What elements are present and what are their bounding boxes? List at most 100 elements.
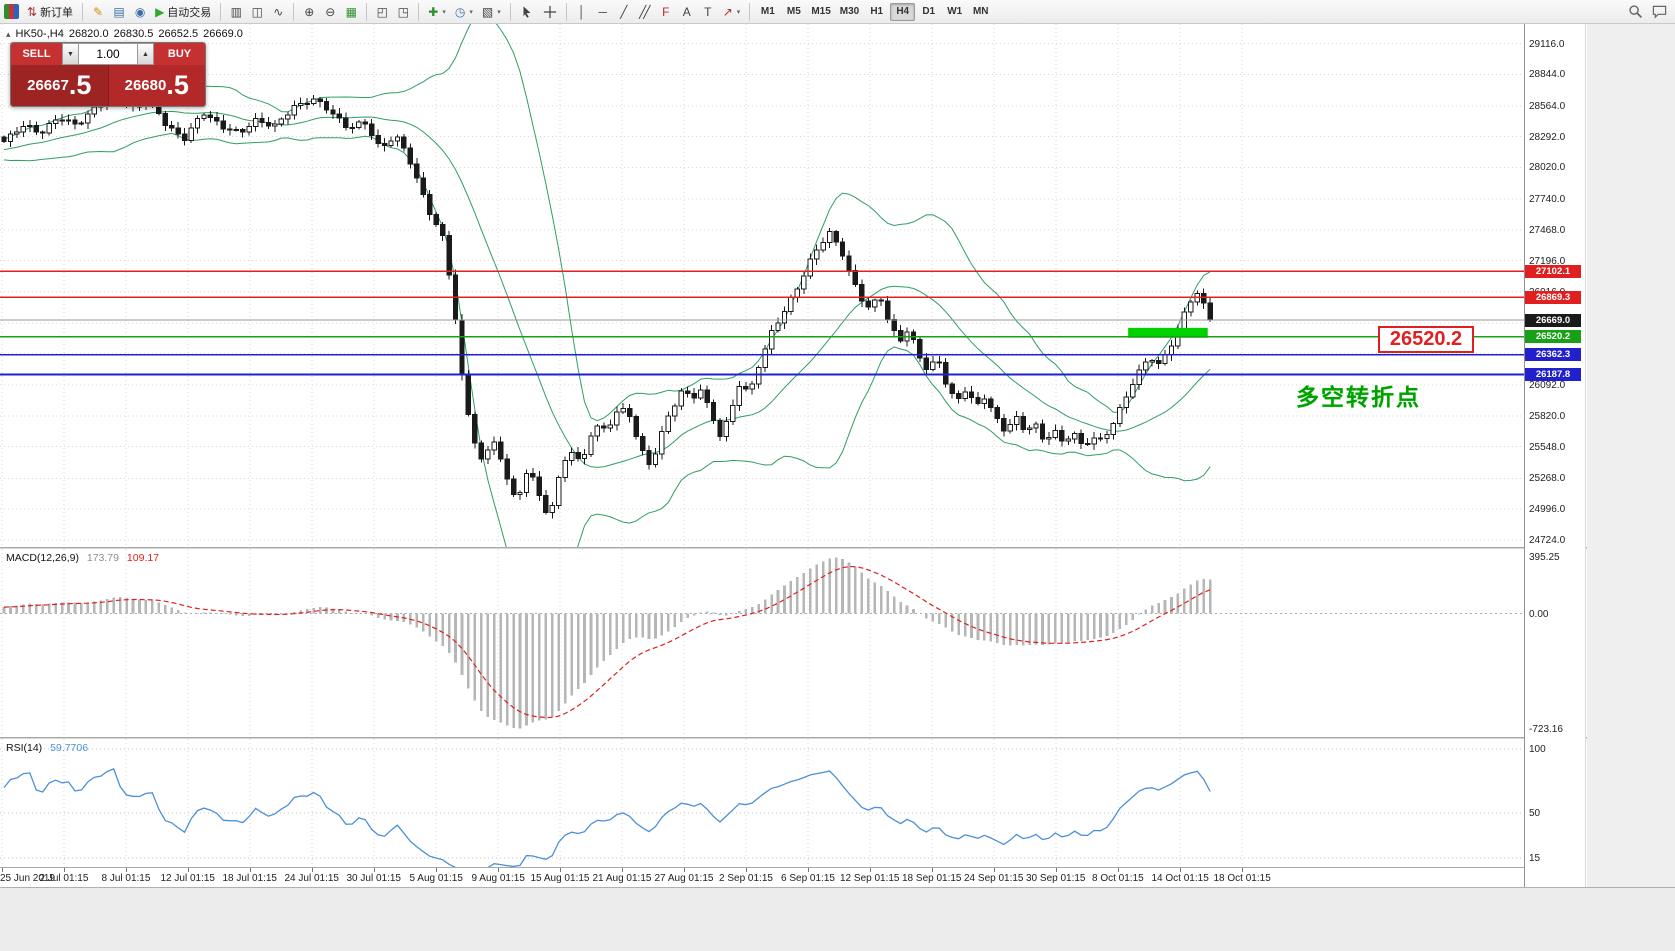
time-axis-tick [312,868,313,872]
search-icon-button[interactable] [1624,2,1647,22]
time-axis-label: 6 Sep 01:15 [781,873,835,884]
cursor-icon-button[interactable] [516,2,538,22]
price-axis-tick: 28292.0 [1529,131,1566,143]
buy-price[interactable]: 26680.5 [108,65,205,106]
time-axis-label: 8 Jul 01:15 [101,873,151,884]
timeframe-button-m5[interactable]: M5 [786,6,801,17]
line-chart-icon-button[interactable]: ∿ [268,2,288,22]
autotrading-button-label: 自动交易 [167,6,212,19]
green-highlight-rectangle[interactable] [1128,327,1208,338]
price-axis-column: 29116.0 28844.0 28564.0 28292.0 28020.0 27740… [1524,24,1675,887]
macd-histogram [2,557,1212,729]
sell-price[interactable]: 26667.5 [11,65,109,106]
collapse-chart-icon[interactable]: ▴ [6,29,11,39]
text-icon-icon: A [682,4,691,19]
timeframe-button-h4[interactable]: H4 [890,2,916,21]
time-axis[interactable]: 25 Jun 2019 2 Jul 01:15 8 Jul 01:15 12 Jul … [0,867,1524,887]
text-icon-button[interactable]: A [677,2,697,22]
macd-grid [0,549,1524,737]
status-footer [0,887,1675,951]
turning-point-annotation[interactable]: 多空转折点 [1296,384,1421,410]
new-order-button[interactable]: ⇅ 新订单 [23,2,77,22]
volume-decrease-button[interactable]: ▼ [62,43,79,65]
rsi-indicator-panel: RSI(14) 59.7706 [0,739,1524,873]
depth-of-market-icon-button[interactable]: ▤ [109,2,129,22]
high-value: 26830.5 [113,28,154,40]
price-chart-panel: ▴ HK50-,H4 26820.0 26830.5 26652.5 26669.0 SE… [0,9,1524,611]
periods-icon-icon: ◷ [454,4,466,19]
community-icon-button[interactable]: ◉ [130,2,150,22]
rsi-scale-100: 100 [1529,744,1546,756]
toolbar: ⇅ 新订单 ✎ ▤ ◉ ▶ 自动交易 ▥ ◫ ∿ ⊕ ⊖ ▦ ◰ ◳ ✚ ▾ ◷ ▾ ▧ ▾ │ ─ ╱ ╱╱ F A T ↗ ▾ M1 M5… [0,0,1675,24]
time-axis-tick [188,868,189,872]
price-axis-tick: 25548.0 [1529,441,1566,453]
vertical-line-icon-button[interactable]: │ [572,2,592,22]
macd-scale-top: 395.25 [1529,552,1560,563]
price-level-callout[interactable]: 26520.2 [1378,326,1474,353]
candlestick-chart-icon-button[interactable]: ◫ [247,2,267,22]
price-axis-tick: 27740.0 [1529,194,1566,206]
volume-input[interactable] [79,43,137,65]
periods-icon-button[interactable]: ◷ ▾ [451,2,477,22]
sell-button[interactable]: SELL [11,43,62,65]
zoom-in-icon-button[interactable]: ⊕ [299,2,319,22]
horizontal-level-lines[interactable] [0,270,1524,376]
timeframe-button-mn[interactable]: MN [972,6,989,17]
price-axis-tick: 28020.0 [1529,162,1566,174]
trendline-icon-button[interactable]: ╱ [614,2,634,22]
crosshair-icon [543,5,556,18]
timeframe-button-w1[interactable]: W1 [947,6,963,17]
new-order-icon: ⇅ [27,4,38,19]
time-axis-label: 12 Sep 01:15 [840,873,900,884]
zoom-out-icon-button[interactable]: ⊖ [320,2,340,22]
horizontal-line-icon-button[interactable]: ─ [593,2,613,22]
time-axis-label: 25 Jun 2019 [0,873,56,884]
timeframe-button-m30[interactable]: M30 [839,6,860,17]
indicators-icon-button[interactable]: ✚ ▾ [424,2,450,22]
time-axis-label: 15 Aug 01:15 [530,873,590,884]
metaeditor-icon-button[interactable]: ✎ [88,2,108,22]
time-axis-label: 12 Jul 01:15 [160,873,216,884]
strategy-tester-grid-icon-button[interactable]: ▦ [341,2,361,22]
price-axis-tick: 28844.0 [1529,69,1566,81]
text-label-icon-button[interactable]: T [698,2,718,22]
shapes-icon-button[interactable]: ↗ ▾ [719,2,745,22]
time-axis-label: 24 Sep 01:15 [964,873,1024,884]
toolbar-separator [749,2,751,21]
rsi-grid [0,739,1524,867]
price-badge-27102.1: 27102.1 [1525,264,1581,278]
panel-splitter[interactable] [0,737,1675,739]
time-axis-tick [436,868,437,872]
time-axis-label: 5 Aug 01:15 [409,873,463,884]
time-axis-tick [994,868,995,872]
sell-price-fraction: .5 [68,70,92,100]
time-axis-label: 2 Sep 01:15 [719,873,773,884]
equidistant-channel-icon-button[interactable]: ╱╱ [635,2,655,22]
macd-main-value: 173.79 [86,552,119,564]
price-chart-svg [0,9,1524,611]
volume-increase-button[interactable]: ▲ [137,43,154,65]
cascade-windows-icon-button[interactable]: ◳ [393,2,413,22]
chart-properties-icon-button[interactable]: ▧ ▾ [478,2,505,22]
chat-icon-button[interactable] [1648,2,1671,22]
buy-button[interactable]: BUY [154,43,205,65]
autotrading-button[interactable]: ▶ 自动交易 [151,2,215,22]
fibonacci-icon-button[interactable]: F [656,2,676,22]
panel-splitter[interactable] [0,547,1675,549]
timeframe-button-m1[interactable]: M1 [760,6,775,17]
time-axis-label: 9 Aug 01:15 [471,873,525,884]
shapes-icon-icon: ↗ [722,4,733,19]
timeframe-button-m15[interactable]: M15 [811,6,831,17]
crosshair-icon-button[interactable] [539,2,561,22]
macd-label: MACD(12,26,9) 173.79 109.17 [6,552,164,564]
sell-price-main: 26667 [27,77,69,94]
price-axis-tick: 26092.0 [1529,380,1566,392]
price-axis-tick: 25820.0 [1529,410,1566,422]
tile-windows-icon-button[interactable]: ◰ [372,2,392,22]
price-axis-tick: 27468.0 [1529,224,1566,236]
timeframe-button-d1[interactable]: D1 [922,6,936,17]
price-axis-strip[interactable] [1524,24,1586,887]
bar-chart-icon-button[interactable]: ▥ [226,2,246,22]
timeframe-button-h1[interactable]: H1 [870,6,884,17]
